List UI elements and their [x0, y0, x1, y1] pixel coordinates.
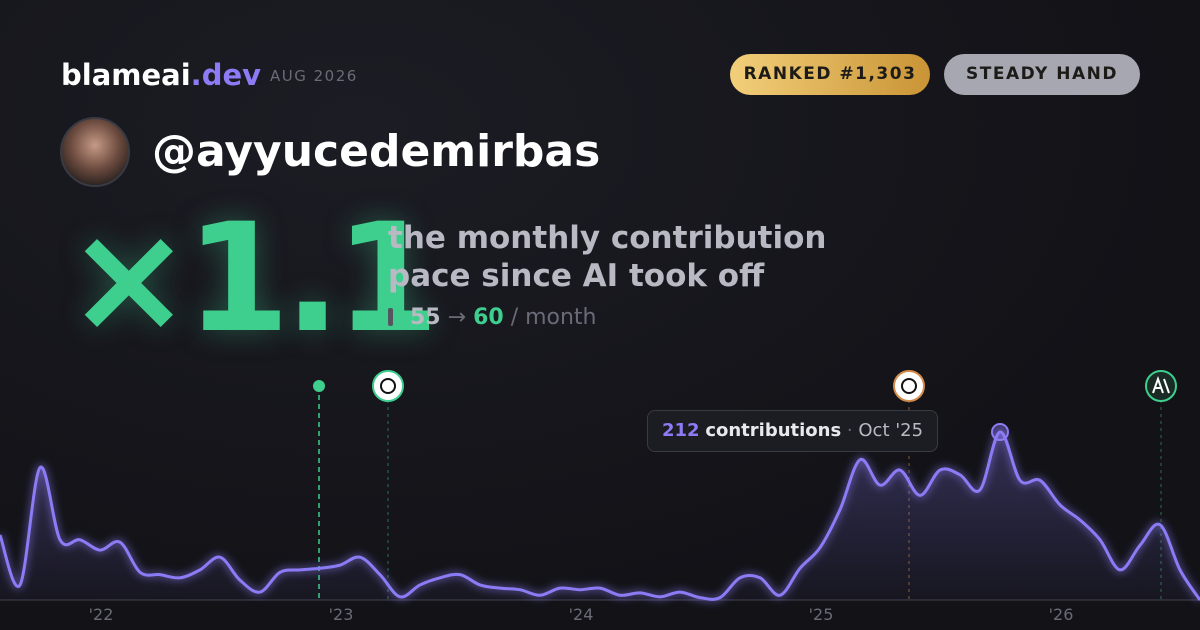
username: @ayyucedemirbas — [152, 126, 601, 177]
icon — [1152, 376, 1170, 394]
tooltip-value: 212 — [662, 420, 700, 441]
brand-tld: .dev — [190, 58, 262, 92]
multiplier: ×1.1 — [66, 192, 439, 366]
headline-line: pace since AI took off — [388, 258, 765, 294]
icon — [397, 308, 402, 326]
x-tick-label: '24 — [569, 605, 594, 624]
brand-name: blameai — [61, 58, 191, 92]
x-tick-label: '23 — [329, 605, 354, 624]
unit: / month — [510, 305, 597, 330]
icon — [380, 378, 396, 394]
icon — [901, 378, 917, 394]
before: 55 — [410, 305, 441, 330]
peak-point — [991, 423, 1009, 441]
x-tick-label: '25 — [809, 605, 834, 624]
chart: '22 '23 '24 '25 '26 — [0, 370, 1200, 624]
tooltip-sep: · — [846, 420, 853, 441]
date: AUG 2026 — [270, 67, 358, 85]
avatar — [60, 117, 130, 187]
marker-dot — [313, 380, 325, 392]
tooltip: 212 contributions · Oct '25 — [647, 410, 939, 452]
x-tick-label: '26 — [1049, 605, 1074, 624]
after: 60 — [473, 305, 504, 330]
openai-icon — [372, 370, 404, 402]
pace: 55 → 60 / month — [388, 305, 597, 330]
tooltip-unit: contributions — [705, 420, 842, 441]
rank-badge: RANKED #1,303 — [730, 54, 930, 95]
headline-line: the monthly contribution — [388, 220, 827, 256]
area — [0, 431, 1200, 600]
icon — [388, 308, 393, 326]
arrow: → — [447, 305, 467, 330]
brand: blameai.dev — [61, 58, 261, 92]
style-badge: STEADY HAND — [944, 54, 1140, 95]
openai-icon — [893, 370, 925, 402]
tooltip-date: Oct '25 — [858, 420, 924, 441]
x-tick-label: '22 — [89, 605, 114, 624]
line — [0, 430, 1200, 601]
